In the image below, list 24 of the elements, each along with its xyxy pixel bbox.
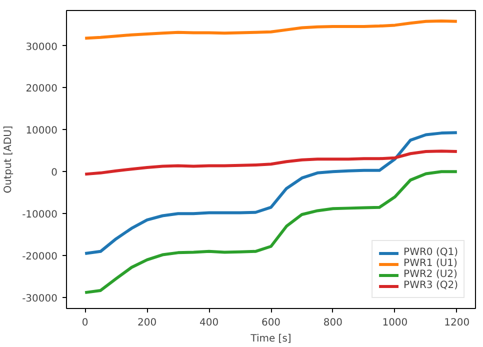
y-tick-label: 30000 — [26, 42, 58, 53]
x-tick-label: 0 — [82, 318, 88, 328]
y-tick-label: -10000 — [22, 210, 58, 221]
x-tick-label: 1200 — [444, 318, 470, 328]
x-tick-label: 200 — [138, 318, 157, 328]
x-tick-label: 600 — [261, 318, 281, 328]
y-tick-label: 20000 — [26, 84, 58, 95]
x-tick-label: 400 — [199, 318, 219, 328]
x-axis-title: Time [s] — [250, 334, 292, 344]
line-series — [84, 150, 458, 176]
legend-label: PWR3 (Q2) — [404, 280, 458, 291]
y-tick-label: -20000 — [22, 252, 58, 263]
legend-label: PWR1 (U1) — [404, 258, 458, 269]
x-tick-label: 1000 — [382, 318, 408, 328]
y-tick-label: 0 — [51, 168, 58, 179]
y-tick-label: -30000 — [22, 294, 58, 305]
legend-label: PWR2 (U2) — [404, 269, 458, 280]
line-series — [84, 131, 458, 256]
x-tick-label: 800 — [323, 318, 343, 328]
y-tick-label: 10000 — [26, 126, 58, 137]
legend-label: PWR0 (Q1) — [404, 247, 458, 258]
line-series — [84, 170, 458, 294]
y-axis-title: Output [ADU] — [3, 126, 14, 194]
line-series — [84, 19, 458, 40]
